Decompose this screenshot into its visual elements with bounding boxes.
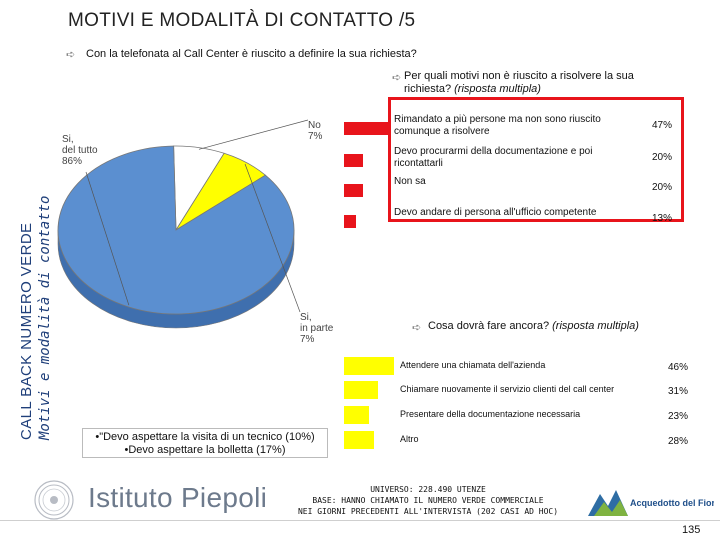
note-box: •"Devo aspettare la visita di un tecnico… — [82, 428, 328, 458]
pie-chart: Si, del tutto 86% Si, in parte 7% No 7% — [57, 119, 334, 345]
bullet-icon: ➪ — [392, 72, 402, 84]
reason-label: Non sa — [394, 176, 426, 187]
pie-label-2: No 7% — [308, 120, 323, 142]
partner-name: Acquedotto del Fiora — [630, 498, 714, 508]
highlight-box — [388, 97, 684, 222]
action-bar — [344, 357, 394, 375]
pie-leader-line — [244, 163, 301, 313]
reason-label: Devo andare di persona all'ufficio compe… — [394, 207, 597, 218]
note-line-2: •Devo aspettare la bolletta (17%) — [124, 444, 286, 456]
pie-top — [57, 145, 295, 315]
reason-label: Devo procurarmi della documentazione e p… — [394, 146, 593, 169]
universe-line-3: NEI GIORNI PRECEDENTI ALL'INTERVISTA (20… — [297, 507, 559, 516]
action-label: Altro — [400, 434, 419, 444]
question-3: Cosa dovrà fare ancora? (risposta multip… — [428, 320, 639, 332]
question-2-text: Per quali motivi non è riuscito a risolv… — [404, 70, 634, 95]
reason-label: Rimandato a più persone ma non sono rius… — [394, 114, 601, 137]
universe-line-2: BASE: HANNO CHIAMATO IL NUMERO VERDE COM… — [312, 496, 544, 505]
pie-labels: Si, del tutto 86% Si, in parte 7% No 7% — [62, 119, 334, 345]
question-2: Per quali motivi non è riuscito a risolv… — [404, 70, 664, 96]
reason-value: 20% — [652, 152, 673, 163]
action-label: Chiamare nuovamente il servizio clienti … — [400, 384, 615, 394]
action-value: 46% — [668, 362, 689, 373]
pie-label-1: Si, in parte 7% — [300, 312, 334, 345]
bullet-icon: ➪ — [66, 49, 76, 61]
question-3-note: (risposta multipla) — [552, 320, 639, 332]
universe-note: UNIVERSO: 228.490 UTENZE BASE: HANNO CHI… — [278, 484, 578, 517]
reason-value: 13% — [652, 213, 673, 224]
action-bar — [344, 431, 374, 449]
reason-value: 20% — [652, 182, 673, 193]
reason-bar — [344, 122, 388, 135]
footer-divider — [0, 520, 720, 521]
acquedotto-logo: Acquedotto del Fiora — [588, 490, 714, 516]
action-bar — [344, 406, 369, 424]
side-caption-subtitle: Motivi e modalità di contatto — [37, 195, 53, 440]
reason-bar — [344, 215, 356, 228]
action-value: 31% — [668, 386, 689, 397]
action-value: 23% — [668, 411, 689, 422]
question-3-text: Cosa dovrà fare ancora? — [428, 320, 550, 332]
action-label: Attendere una chiamata dell'azienda — [400, 360, 546, 370]
bullet-icon: ➪ — [412, 322, 422, 334]
action-label: Presentare della documentazione necessar… — [400, 409, 581, 419]
note-line-1: •"Devo aspettare la visita di un tecnico… — [95, 431, 315, 443]
reason-bar — [344, 184, 363, 197]
page-number: 135 — [682, 524, 701, 536]
action-bar — [344, 381, 378, 399]
pie-leader-line — [85, 171, 130, 306]
pie-label-0: Si, del tutto 86% — [62, 134, 98, 167]
page-title: MOTIVI E MODALITÀ DI CONTATTO /5 — [68, 10, 416, 31]
reason-value: 47% — [652, 120, 673, 131]
question-1: Con la telefonata al Call Center è riusc… — [86, 48, 417, 60]
pie-leader-line — [198, 119, 309, 150]
piepoli-logo-icon — [34, 480, 74, 520]
side-caption-title: CALL BACK NUMERO VERDE — [18, 222, 35, 440]
question-2-note: (risposta multipla) — [454, 83, 541, 95]
universe-line-1: UNIVERSO: 228.490 UTENZE — [370, 485, 486, 494]
pie-slice-0 — [57, 145, 295, 315]
logo-text: Istituto Piepoli — [88, 482, 268, 513]
action-value: 28% — [668, 436, 689, 447]
reason-bar — [344, 154, 363, 167]
